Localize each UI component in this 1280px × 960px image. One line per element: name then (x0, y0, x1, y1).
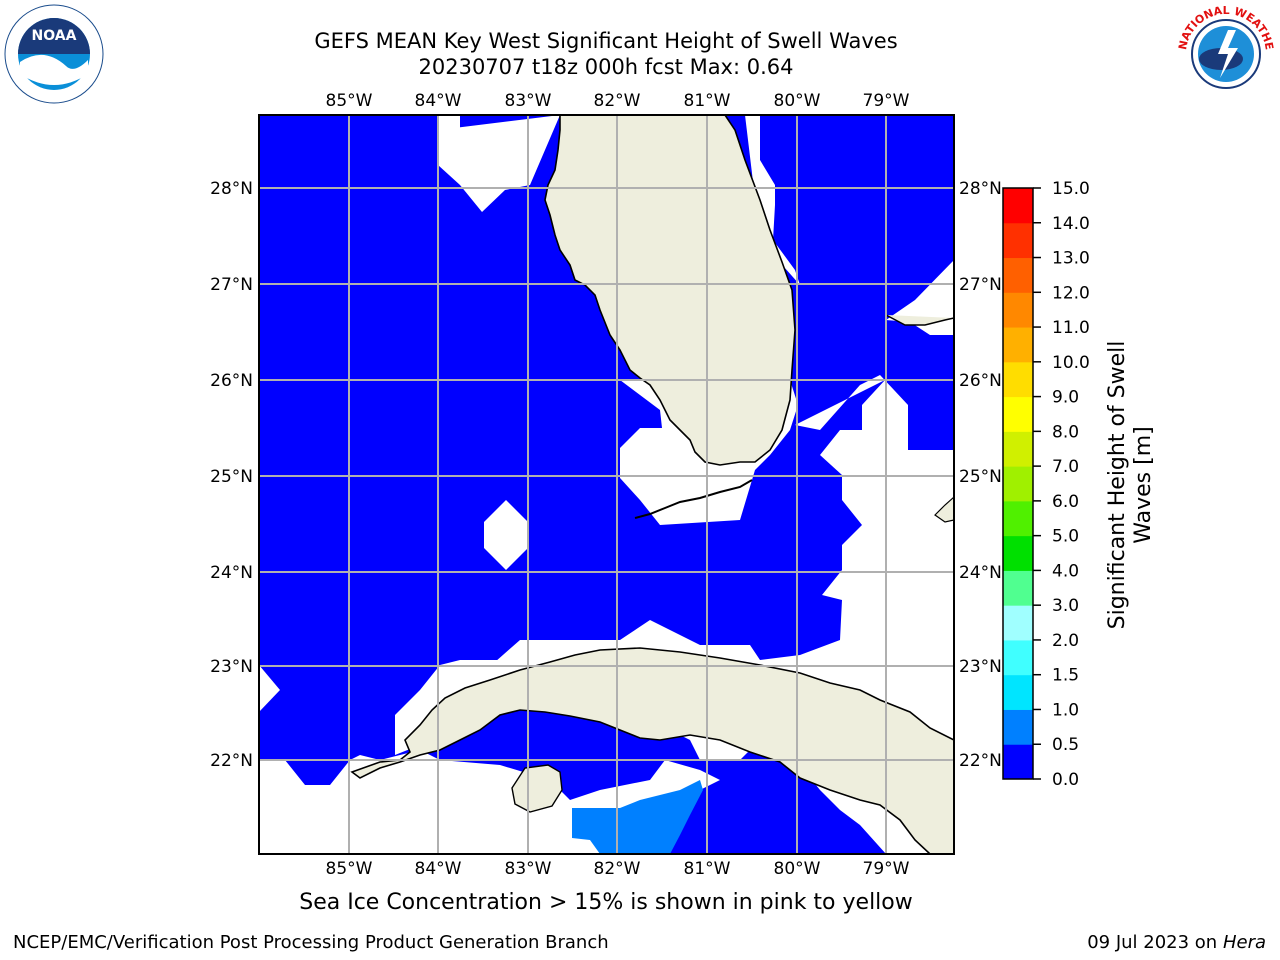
svg-text:NOAA: NOAA (32, 28, 77, 44)
colorbar-tick-label: 1.0 (1052, 700, 1079, 720)
lon-label: 83°W (505, 859, 552, 879)
lon-label: 85°W (326, 91, 373, 111)
colorbar-segment (1003, 639, 1033, 676)
lat-label: 27°N (210, 275, 253, 295)
colorbar-tick-label: 11.0 (1052, 318, 1090, 338)
lat-label: 25°N (210, 467, 253, 487)
colorbar-tick-label: 1.5 (1052, 666, 1079, 686)
colorbar-tick-label: 8.0 (1052, 422, 1079, 442)
colorbar-segment (1003, 674, 1033, 710)
colorbar-segment (1003, 570, 1033, 606)
sea-ice-note: Sea Ice Concentration > 15% is shown in … (299, 890, 913, 915)
lon-label: 82°W (594, 91, 641, 111)
colorbar-label: Significant Height of Swell Waves [m] (1105, 341, 1156, 630)
colorbar-segment (1003, 188, 1033, 224)
lat-label: 22°N (959, 751, 1002, 771)
lon-label: 79°W (863, 91, 910, 111)
colorbar-tick-label: 12.0 (1052, 283, 1090, 303)
colorbar-segment (1003, 361, 1033, 398)
colorbar-tick-label: 6.0 (1052, 492, 1079, 512)
isla-juventud-land (511, 764, 563, 813)
lat-label: 26°N (959, 371, 1002, 391)
florida-keys (634, 479, 753, 519)
cuba-land (350, 647, 954, 854)
lat-label: 28°N (959, 179, 1002, 199)
colorbar-segment (1003, 744, 1033, 780)
colorbar-segment (1003, 327, 1033, 363)
colorbar (1003, 188, 1033, 780)
swell-patch-light (572, 780, 703, 854)
colorbar-tick-label: 3.0 (1052, 596, 1079, 616)
lon-labels-bottom: 85°W 84°W 83°W 82°W 81°W 80°W 79°W (326, 859, 910, 879)
lon-label: 81°W (684, 859, 731, 879)
colorbar-tick-label: 13.0 (1052, 249, 1090, 269)
colorbar-tick-label: 15.0 (1052, 179, 1090, 199)
colorbar-label-line2: Waves [m] (1131, 426, 1156, 543)
chart-title: GEFS MEAN Key West Significant Height of… (314, 29, 898, 53)
colorbar-segment (1003, 292, 1033, 328)
lon-label: 81°W (684, 91, 731, 111)
colorbar-tick-label: 14.0 (1052, 214, 1090, 234)
footer-date-text: 09 Jul 2023 on (1087, 932, 1223, 953)
colorbar-segment (1003, 431, 1033, 467)
map-frame (258, 114, 955, 855)
lat-label: 24°N (959, 563, 1002, 583)
lon-labels-top: 85°W 84°W 83°W 82°W 81°W 80°W 79°W (326, 91, 910, 111)
colorbar-tick-label: 0.5 (1052, 735, 1079, 755)
footer-date: 09 Jul 2023 on Hera (1087, 932, 1266, 953)
colorbar-segment (1003, 709, 1033, 745)
lat-label: 27°N (959, 275, 1002, 295)
colorbar-label-line1: Significant Height of Swell (1105, 341, 1130, 630)
colorbar-frame (1002, 187, 1034, 780)
lat-label: 23°N (959, 657, 1002, 677)
colorbar-segment (1003, 605, 1033, 641)
chart-subtitle: 20230707 t18z 000h fcst Max: 0.64 (418, 55, 794, 79)
lon-label: 84°W (415, 91, 462, 111)
lat-label: 23°N (210, 657, 253, 677)
colorbar-tick-label: 10.0 (1052, 353, 1090, 373)
footer-machine: Hera (1222, 932, 1266, 953)
florida-land (544, 115, 796, 466)
colorbar-tick-label: 9.0 (1052, 388, 1079, 408)
colorbar-segment (1003, 500, 1033, 537)
colorbar-tick-label: 7.0 (1052, 457, 1079, 477)
lon-label: 79°W (863, 859, 910, 879)
lon-label: 84°W (415, 859, 462, 879)
colorbar-segment (1003, 257, 1033, 293)
lon-label: 80°W (774, 91, 821, 111)
colorbar-tick-label: 5.0 (1052, 527, 1079, 547)
colorbar-ticks: 0.0 0.5 1.0 1.5 2.0 3.0 4.0 5.0 6.0 7.0 8.0 9.0 10.0… (1033, 179, 1090, 790)
lat-labels-right: 28°N 27°N 26°N 25°N 24°N 23°N 22°N (959, 179, 1002, 771)
colorbar-segment (1003, 222, 1033, 259)
noaa-logo: NOAA (4, 4, 104, 104)
colorbar-segment (1003, 396, 1033, 432)
map-grid (259, 115, 954, 854)
colorbar-segment (1003, 466, 1033, 502)
andros-land (934, 496, 954, 523)
lat-labels-left: 28°N 27°N 26°N 25°N 24°N 23°N 22°N (210, 179, 253, 771)
lat-label: 26°N (210, 371, 253, 391)
bahamas-land (885, 314, 954, 326)
lon-label: 80°W (774, 859, 821, 879)
lon-label: 82°W (594, 859, 641, 879)
lat-label: 22°N (210, 751, 253, 771)
colorbar-tick-label: 0.0 (1052, 770, 1079, 790)
lon-label: 85°W (326, 859, 373, 879)
colorbar-tick-label: 4.0 (1052, 561, 1079, 581)
colorbar-tick-label: 2.0 (1052, 631, 1079, 651)
footer-branch: NCEP/EMC/Verification Post Processing Pr… (13, 932, 609, 953)
lat-label: 28°N (210, 179, 253, 199)
lat-label: 24°N (210, 563, 253, 583)
colorbar-segment (1003, 535, 1033, 571)
lon-label: 83°W (505, 91, 552, 111)
lat-label: 25°N (959, 467, 1002, 487)
nws-logo: NATIONAL WEATHER SERVICE (1176, 4, 1276, 103)
